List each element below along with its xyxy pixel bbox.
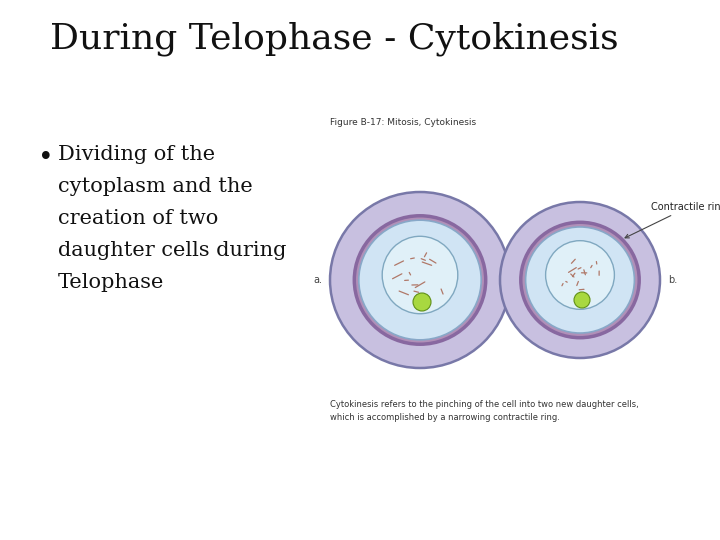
Text: a.: a. xyxy=(313,275,322,285)
Text: During Telophase - Cytokinesis: During Telophase - Cytokinesis xyxy=(50,22,618,57)
Ellipse shape xyxy=(574,292,590,308)
Text: creation of two: creation of two xyxy=(58,209,218,228)
Text: daughter cells during: daughter cells during xyxy=(58,241,287,260)
Ellipse shape xyxy=(359,220,481,340)
Ellipse shape xyxy=(413,293,431,311)
Ellipse shape xyxy=(546,241,614,309)
Text: •: • xyxy=(38,145,53,171)
Ellipse shape xyxy=(521,222,639,338)
Text: Cytokinesis refers to the pinching of the cell into two new daughter cells,
whic: Cytokinesis refers to the pinching of th… xyxy=(330,400,639,422)
Text: Contractile ring: Contractile ring xyxy=(625,201,720,238)
Ellipse shape xyxy=(330,192,510,368)
Text: Figure B-17: Mitosis, Cytokinesis: Figure B-17: Mitosis, Cytokinesis xyxy=(330,118,476,127)
Text: Dividing of the: Dividing of the xyxy=(58,145,215,164)
Ellipse shape xyxy=(500,202,660,358)
Ellipse shape xyxy=(382,237,458,314)
Text: Telophase: Telophase xyxy=(58,273,164,292)
Ellipse shape xyxy=(354,216,486,344)
Text: cytoplasm and the: cytoplasm and the xyxy=(58,177,253,196)
Ellipse shape xyxy=(526,227,634,333)
Text: b.: b. xyxy=(668,275,678,285)
